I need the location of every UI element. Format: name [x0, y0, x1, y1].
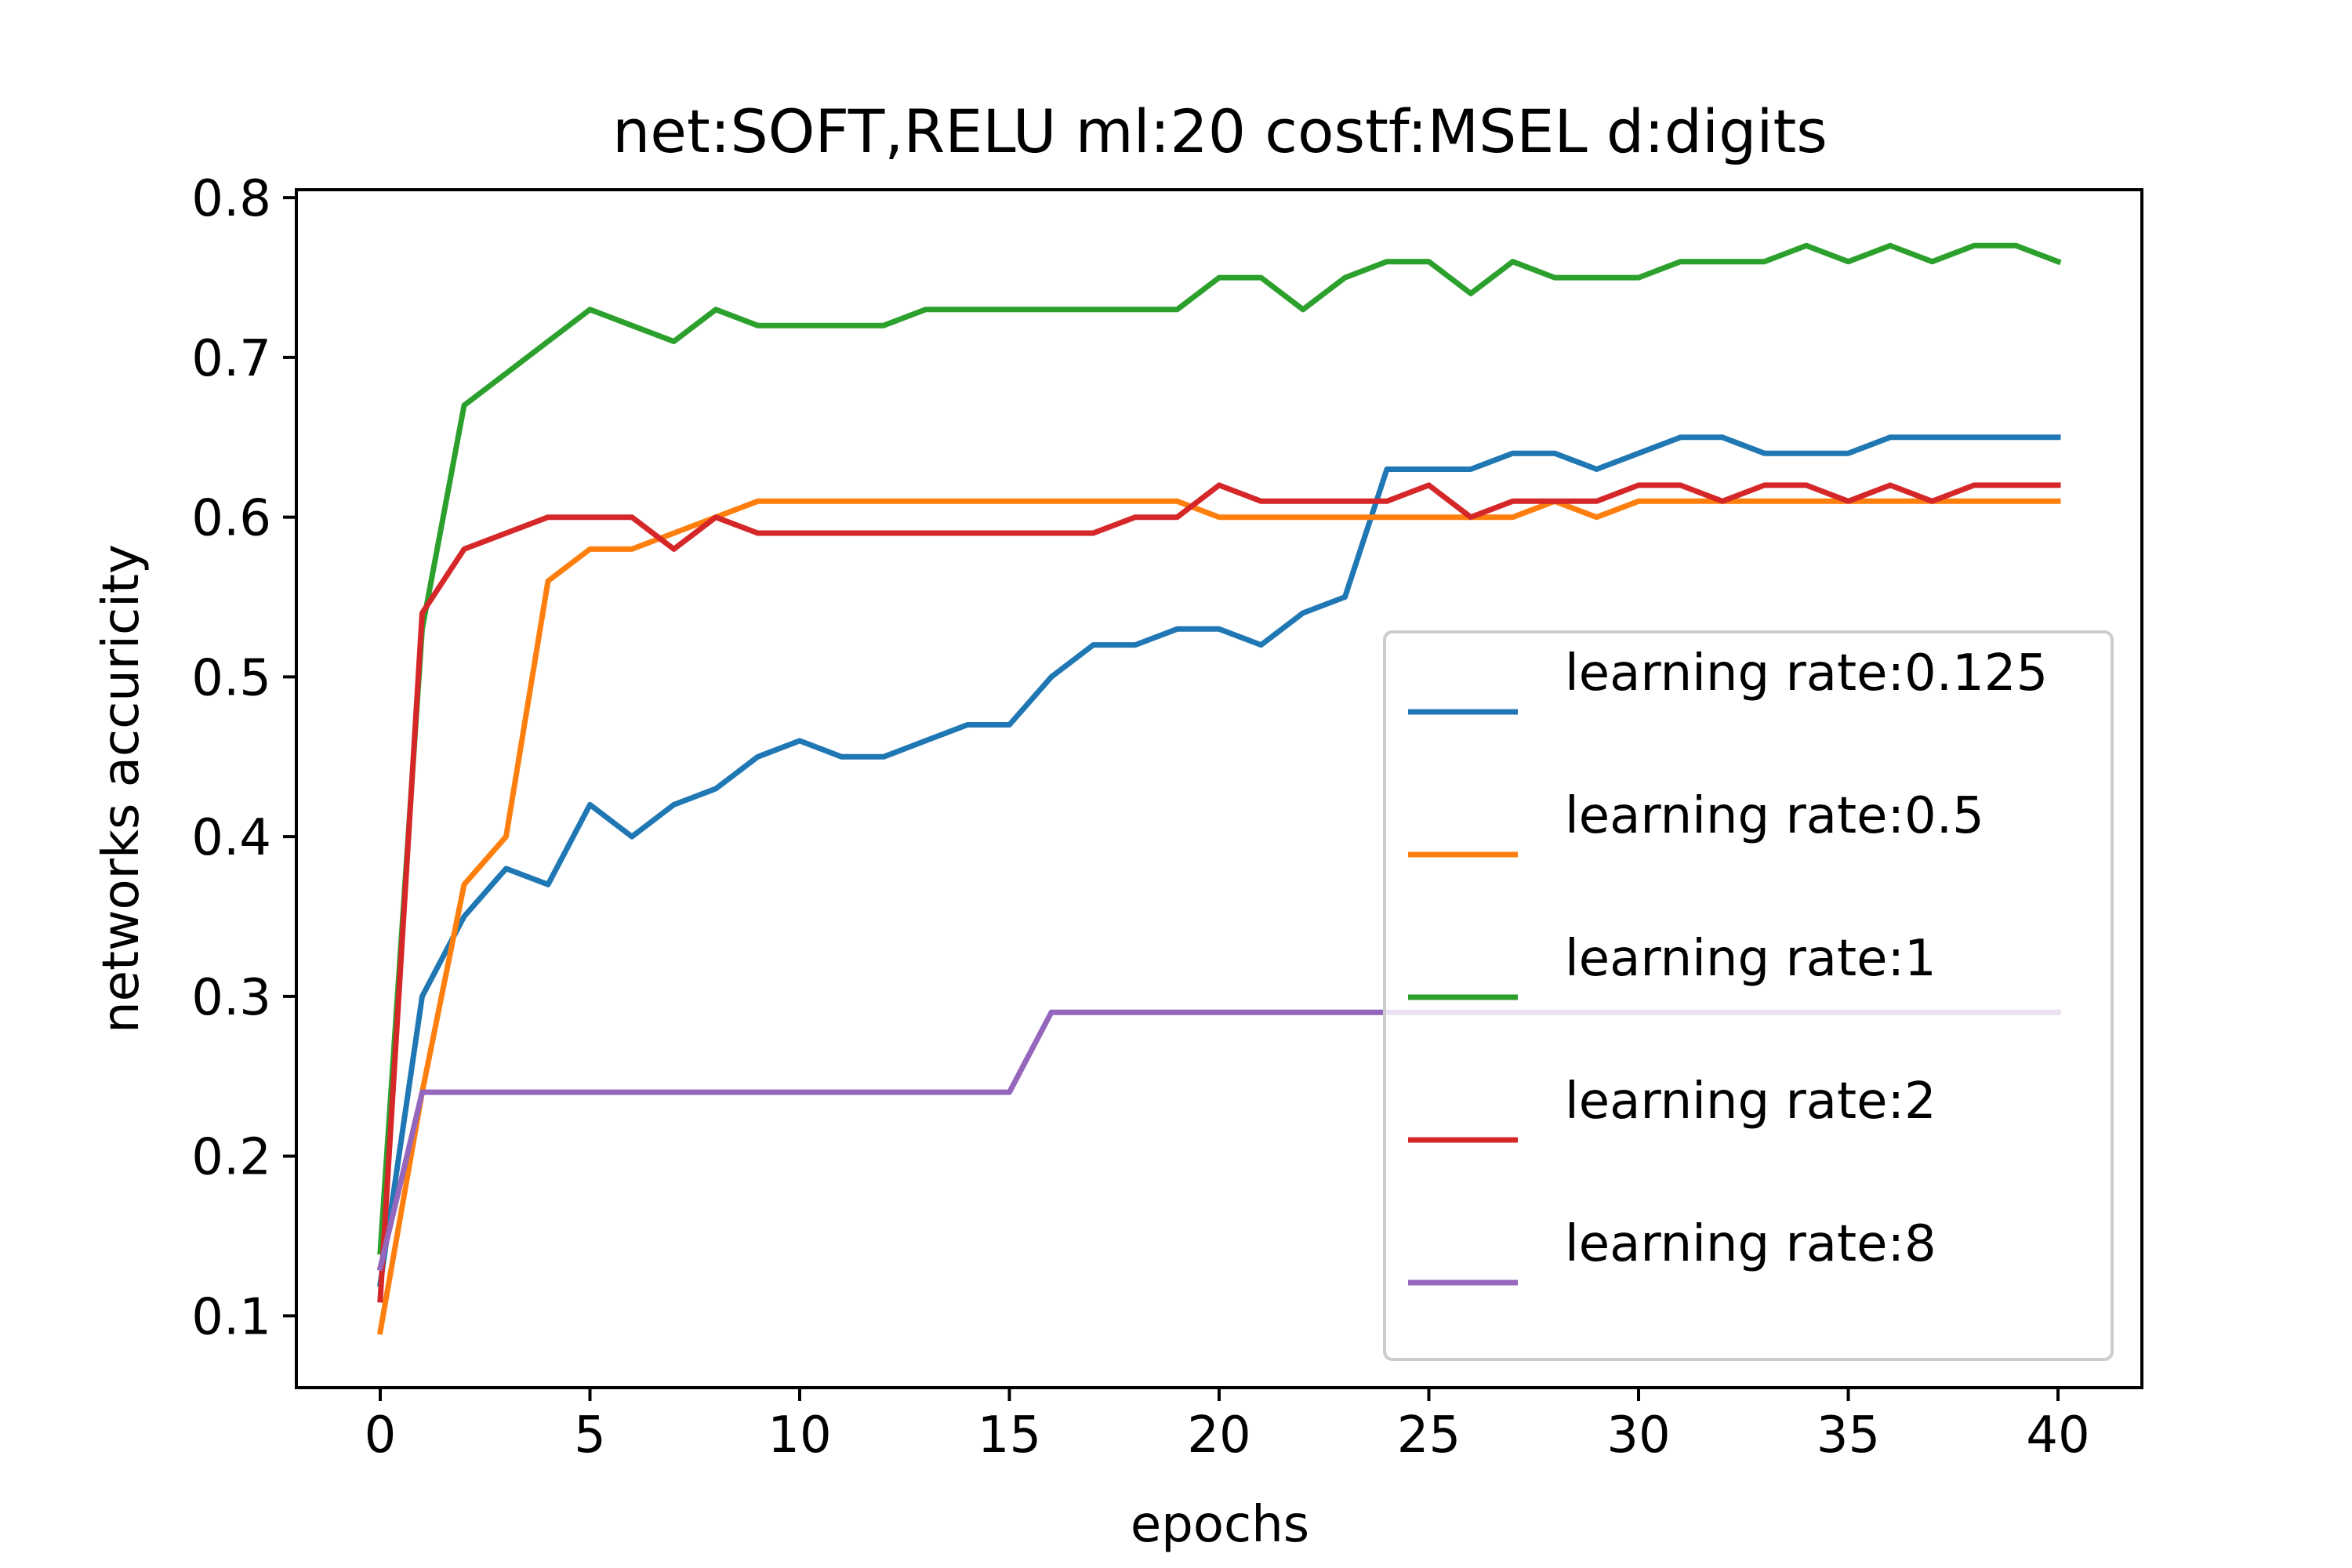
y-tick-label: 0.1 — [191, 1288, 271, 1346]
x-tick-label: 35 — [1817, 1406, 1880, 1465]
y-axis-label: networks accuricity — [93, 544, 151, 1033]
series-line-1 — [377, 434, 2061, 1287]
chart-title: net:SOFT,RELU ml:20 costf:MSEL d:digits — [612, 96, 1828, 166]
y-tick-label: 0.4 — [191, 809, 271, 867]
y-tick-label: 0.5 — [191, 649, 271, 707]
y-axis: 0.1 0.2 0.3 0.4 0.5 0.6 0.7 0.8 — [191, 170, 296, 1346]
x-axis: 0 5 10 15 20 25 30 35 40 — [365, 1388, 2090, 1465]
series-line-4 — [377, 482, 2061, 1303]
legend-label: learning rate:0.5 — [1565, 787, 1984, 845]
x-axis-label: epochs — [1131, 1496, 1309, 1554]
legend-label: learning rate:8 — [1565, 1215, 1936, 1273]
legend-label: learning rate:0.125 — [1565, 644, 2048, 702]
x-tick-label: 0 — [365, 1406, 397, 1465]
y-tick-label: 0.2 — [191, 1129, 271, 1187]
y-tick-label: 0.7 — [191, 330, 271, 388]
x-tick-label: 10 — [768, 1406, 831, 1465]
legend-box — [1383, 630, 2114, 1361]
x-tick-label: 20 — [1187, 1406, 1250, 1465]
y-tick-label: 0.8 — [191, 170, 271, 228]
x-tick-label: 15 — [978, 1406, 1041, 1465]
y-tick-label: 0.3 — [191, 969, 271, 1027]
x-tick-label: 40 — [2026, 1406, 2089, 1465]
x-tick-label: 5 — [574, 1406, 606, 1465]
series-line-3 — [377, 242, 2062, 1255]
legend: learning rate:0.125 learning rate:0.5 lear… — [1383, 630, 2114, 1361]
legend-label: learning rate:1 — [1565, 930, 1936, 988]
plot-area — [376, 242, 2062, 1335]
x-tick-label: 25 — [1397, 1406, 1461, 1465]
x-tick-label: 30 — [1606, 1406, 1670, 1465]
legend-label: learning rate:2 — [1565, 1073, 1936, 1131]
y-tick-label: 0.6 — [191, 490, 271, 548]
